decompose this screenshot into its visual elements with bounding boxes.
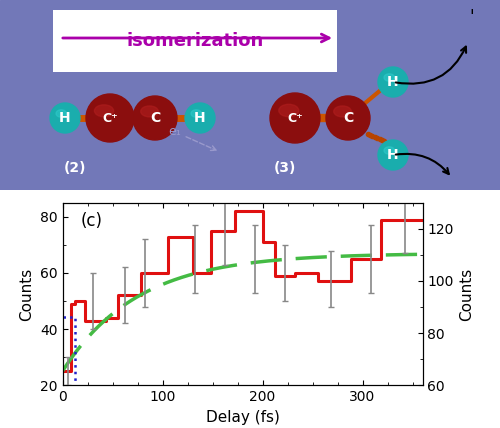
Ellipse shape bbox=[50, 103, 80, 133]
Text: (c): (c) bbox=[80, 212, 102, 230]
Ellipse shape bbox=[279, 104, 299, 117]
X-axis label: Delay (fs): Delay (fs) bbox=[206, 410, 280, 425]
Ellipse shape bbox=[191, 110, 202, 117]
Ellipse shape bbox=[384, 147, 394, 154]
Text: C: C bbox=[150, 111, 160, 125]
Text: H: H bbox=[194, 111, 206, 125]
Y-axis label: Counts: Counts bbox=[460, 268, 474, 321]
Ellipse shape bbox=[140, 106, 158, 117]
Ellipse shape bbox=[334, 106, 351, 117]
Ellipse shape bbox=[86, 94, 134, 142]
Ellipse shape bbox=[378, 67, 408, 97]
Text: e₁: e₁ bbox=[168, 125, 216, 151]
Text: (3): (3) bbox=[274, 161, 296, 175]
Ellipse shape bbox=[270, 93, 320, 143]
Ellipse shape bbox=[56, 110, 66, 117]
Ellipse shape bbox=[185, 103, 215, 133]
Text: (2): (2) bbox=[64, 161, 86, 175]
Text: H: H bbox=[59, 111, 71, 125]
FancyBboxPatch shape bbox=[53, 10, 337, 72]
Text: C⁺: C⁺ bbox=[102, 112, 118, 125]
Text: C⁺: C⁺ bbox=[287, 112, 303, 125]
Ellipse shape bbox=[94, 105, 114, 117]
Text: C: C bbox=[343, 111, 353, 125]
Ellipse shape bbox=[384, 74, 394, 81]
Text: H: H bbox=[387, 148, 399, 162]
Text: isomerization: isomerization bbox=[126, 32, 264, 50]
Ellipse shape bbox=[326, 96, 370, 140]
Ellipse shape bbox=[378, 140, 408, 170]
Ellipse shape bbox=[133, 96, 177, 140]
Text: H: H bbox=[387, 75, 399, 89]
Y-axis label: Counts: Counts bbox=[20, 268, 34, 321]
Text: ': ' bbox=[470, 8, 474, 26]
